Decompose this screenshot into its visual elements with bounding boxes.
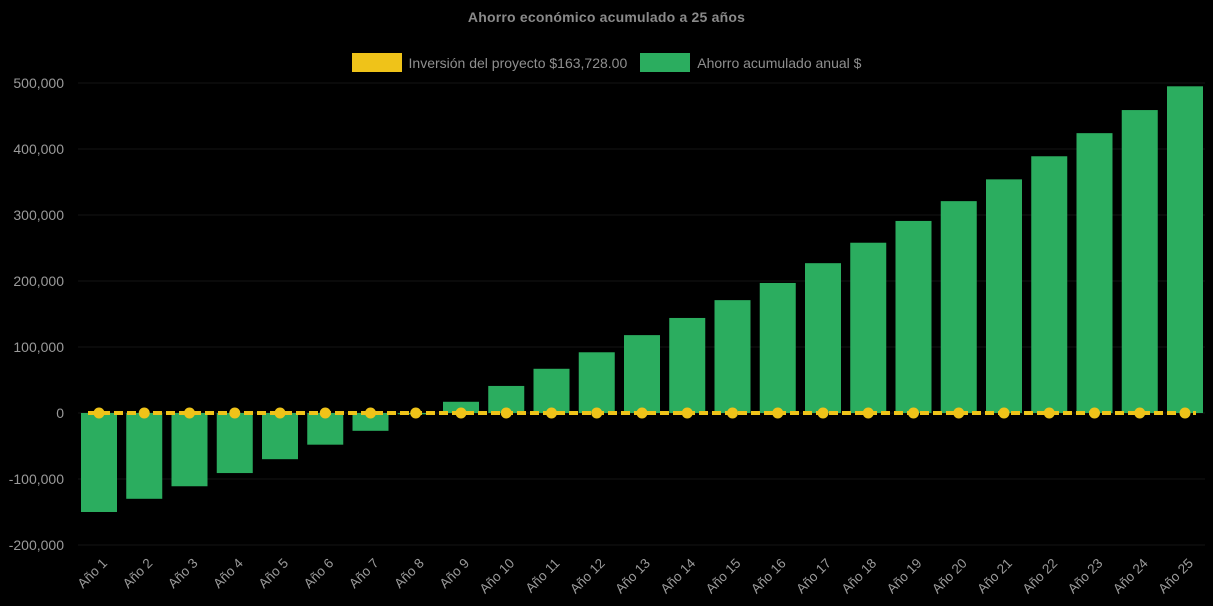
y-axis-label: -200,000 — [9, 537, 64, 553]
investment-point — [455, 407, 467, 419]
investment-point — [591, 407, 603, 419]
x-axis-label: Año 4 — [210, 555, 246, 591]
x-axis-label: Año 22 — [1020, 556, 1061, 597]
chart-legend: Inversión del proyecto $163,728.00 Ahorr… — [0, 53, 1213, 72]
investment-point — [1043, 407, 1055, 419]
savings-bar — [850, 242, 887, 413]
savings-bar — [171, 413, 208, 487]
investment-point — [138, 407, 150, 419]
investment-point — [1179, 407, 1191, 419]
savings-bar — [578, 352, 615, 413]
investment-point — [727, 407, 738, 419]
savings-bar — [940, 201, 977, 413]
x-axis-label: Año 7 — [346, 556, 382, 592]
investment-point — [410, 407, 422, 419]
investment-point — [1134, 407, 1146, 419]
x-axis-label: Año 3 — [165, 556, 201, 592]
investment-point — [500, 407, 512, 419]
legend-label-investment: Inversión del proyecto $163,728.00 — [408, 54, 628, 71]
savings-bar — [126, 413, 163, 499]
y-axis-label: 0 — [56, 405, 64, 421]
legend-item-savings: Ahorro acumulado anual $ — [640, 53, 861, 72]
x-axis-label: Año 19 — [884, 556, 925, 597]
x-axis-label: Año 18 — [839, 556, 880, 597]
investment-point — [998, 407, 1010, 419]
x-axis-label: Año 2 — [120, 556, 156, 592]
y-axis-label: 500,000 — [13, 75, 64, 91]
investment-point — [365, 407, 376, 419]
legend-swatch-savings — [640, 53, 691, 72]
x-axis-label: Año 16 — [748, 556, 789, 597]
investment-point — [908, 407, 919, 419]
investment-point — [817, 407, 829, 419]
investment-point — [319, 407, 331, 419]
savings-bar — [986, 179, 1022, 413]
chart-title: Ahorro económico acumulado a 25 años — [467, 9, 746, 25]
savings-bar — [1031, 156, 1068, 413]
legend-label-savings: Ahorro acumulado anual $ — [697, 54, 862, 71]
savings-bar — [352, 413, 389, 431]
savings-bar — [624, 335, 660, 413]
y-axis-label: 400,000 — [13, 141, 64, 157]
savings-bar — [895, 220, 932, 413]
x-axis-label: Año 8 — [391, 556, 427, 592]
x-axis-label: Año 20 — [929, 556, 970, 597]
investment-point — [772, 407, 784, 419]
investment-point — [953, 407, 965, 419]
investment-point — [184, 407, 195, 419]
x-axis-label: Año 12 — [567, 556, 608, 597]
investment-point — [681, 407, 693, 419]
x-axis-label: Año 23 — [1065, 556, 1106, 597]
investment-point — [546, 407, 557, 419]
investment-point — [274, 407, 286, 419]
savings-bar — [1121, 110, 1158, 413]
x-axis-label: Año 25 — [1155, 556, 1196, 597]
y-axis-label: 200,000 — [13, 273, 64, 289]
x-axis-label: Año 17 — [793, 556, 834, 597]
investment-point — [1089, 407, 1100, 419]
x-axis-label: Año 5 — [256, 556, 292, 592]
investment-point — [229, 407, 241, 419]
x-axis-label: Año 13 — [612, 556, 653, 597]
savings-bar — [216, 413, 253, 474]
savings-bar — [805, 263, 841, 413]
savings-bar — [669, 317, 706, 413]
savings-bar — [1167, 86, 1203, 414]
investment-point — [636, 407, 648, 419]
x-axis-label: Año 15 — [703, 556, 744, 597]
x-axis-label: Año 24 — [1110, 555, 1151, 596]
x-axis-label: Año 9 — [437, 556, 473, 592]
savings-bar — [714, 300, 751, 413]
savings-bar — [262, 413, 298, 460]
savings-bar — [1076, 133, 1113, 413]
savings-bar — [443, 401, 479, 413]
savings-bar — [759, 282, 796, 413]
x-axis-label: Año 11 — [522, 556, 562, 596]
x-axis-label: Año 6 — [301, 556, 337, 592]
savings-bar — [81, 413, 117, 512]
x-axis-label: Año 1 — [75, 556, 111, 592]
investment-point — [93, 407, 105, 419]
investment-point — [862, 407, 874, 419]
x-axis-label: Año 21 — [974, 556, 1015, 597]
savings-bar — [533, 368, 570, 413]
x-axis-label: Año 10 — [477, 556, 518, 597]
x-axis-label: Año 14 — [658, 555, 699, 596]
legend-swatch-investment — [351, 53, 402, 72]
y-axis-label: -100,000 — [9, 471, 64, 487]
y-axis-label: 100,000 — [13, 339, 64, 355]
legend-item-investment: Inversión del proyecto $163,728.00 — [351, 53, 628, 72]
y-axis-label: 300,000 — [13, 207, 64, 223]
